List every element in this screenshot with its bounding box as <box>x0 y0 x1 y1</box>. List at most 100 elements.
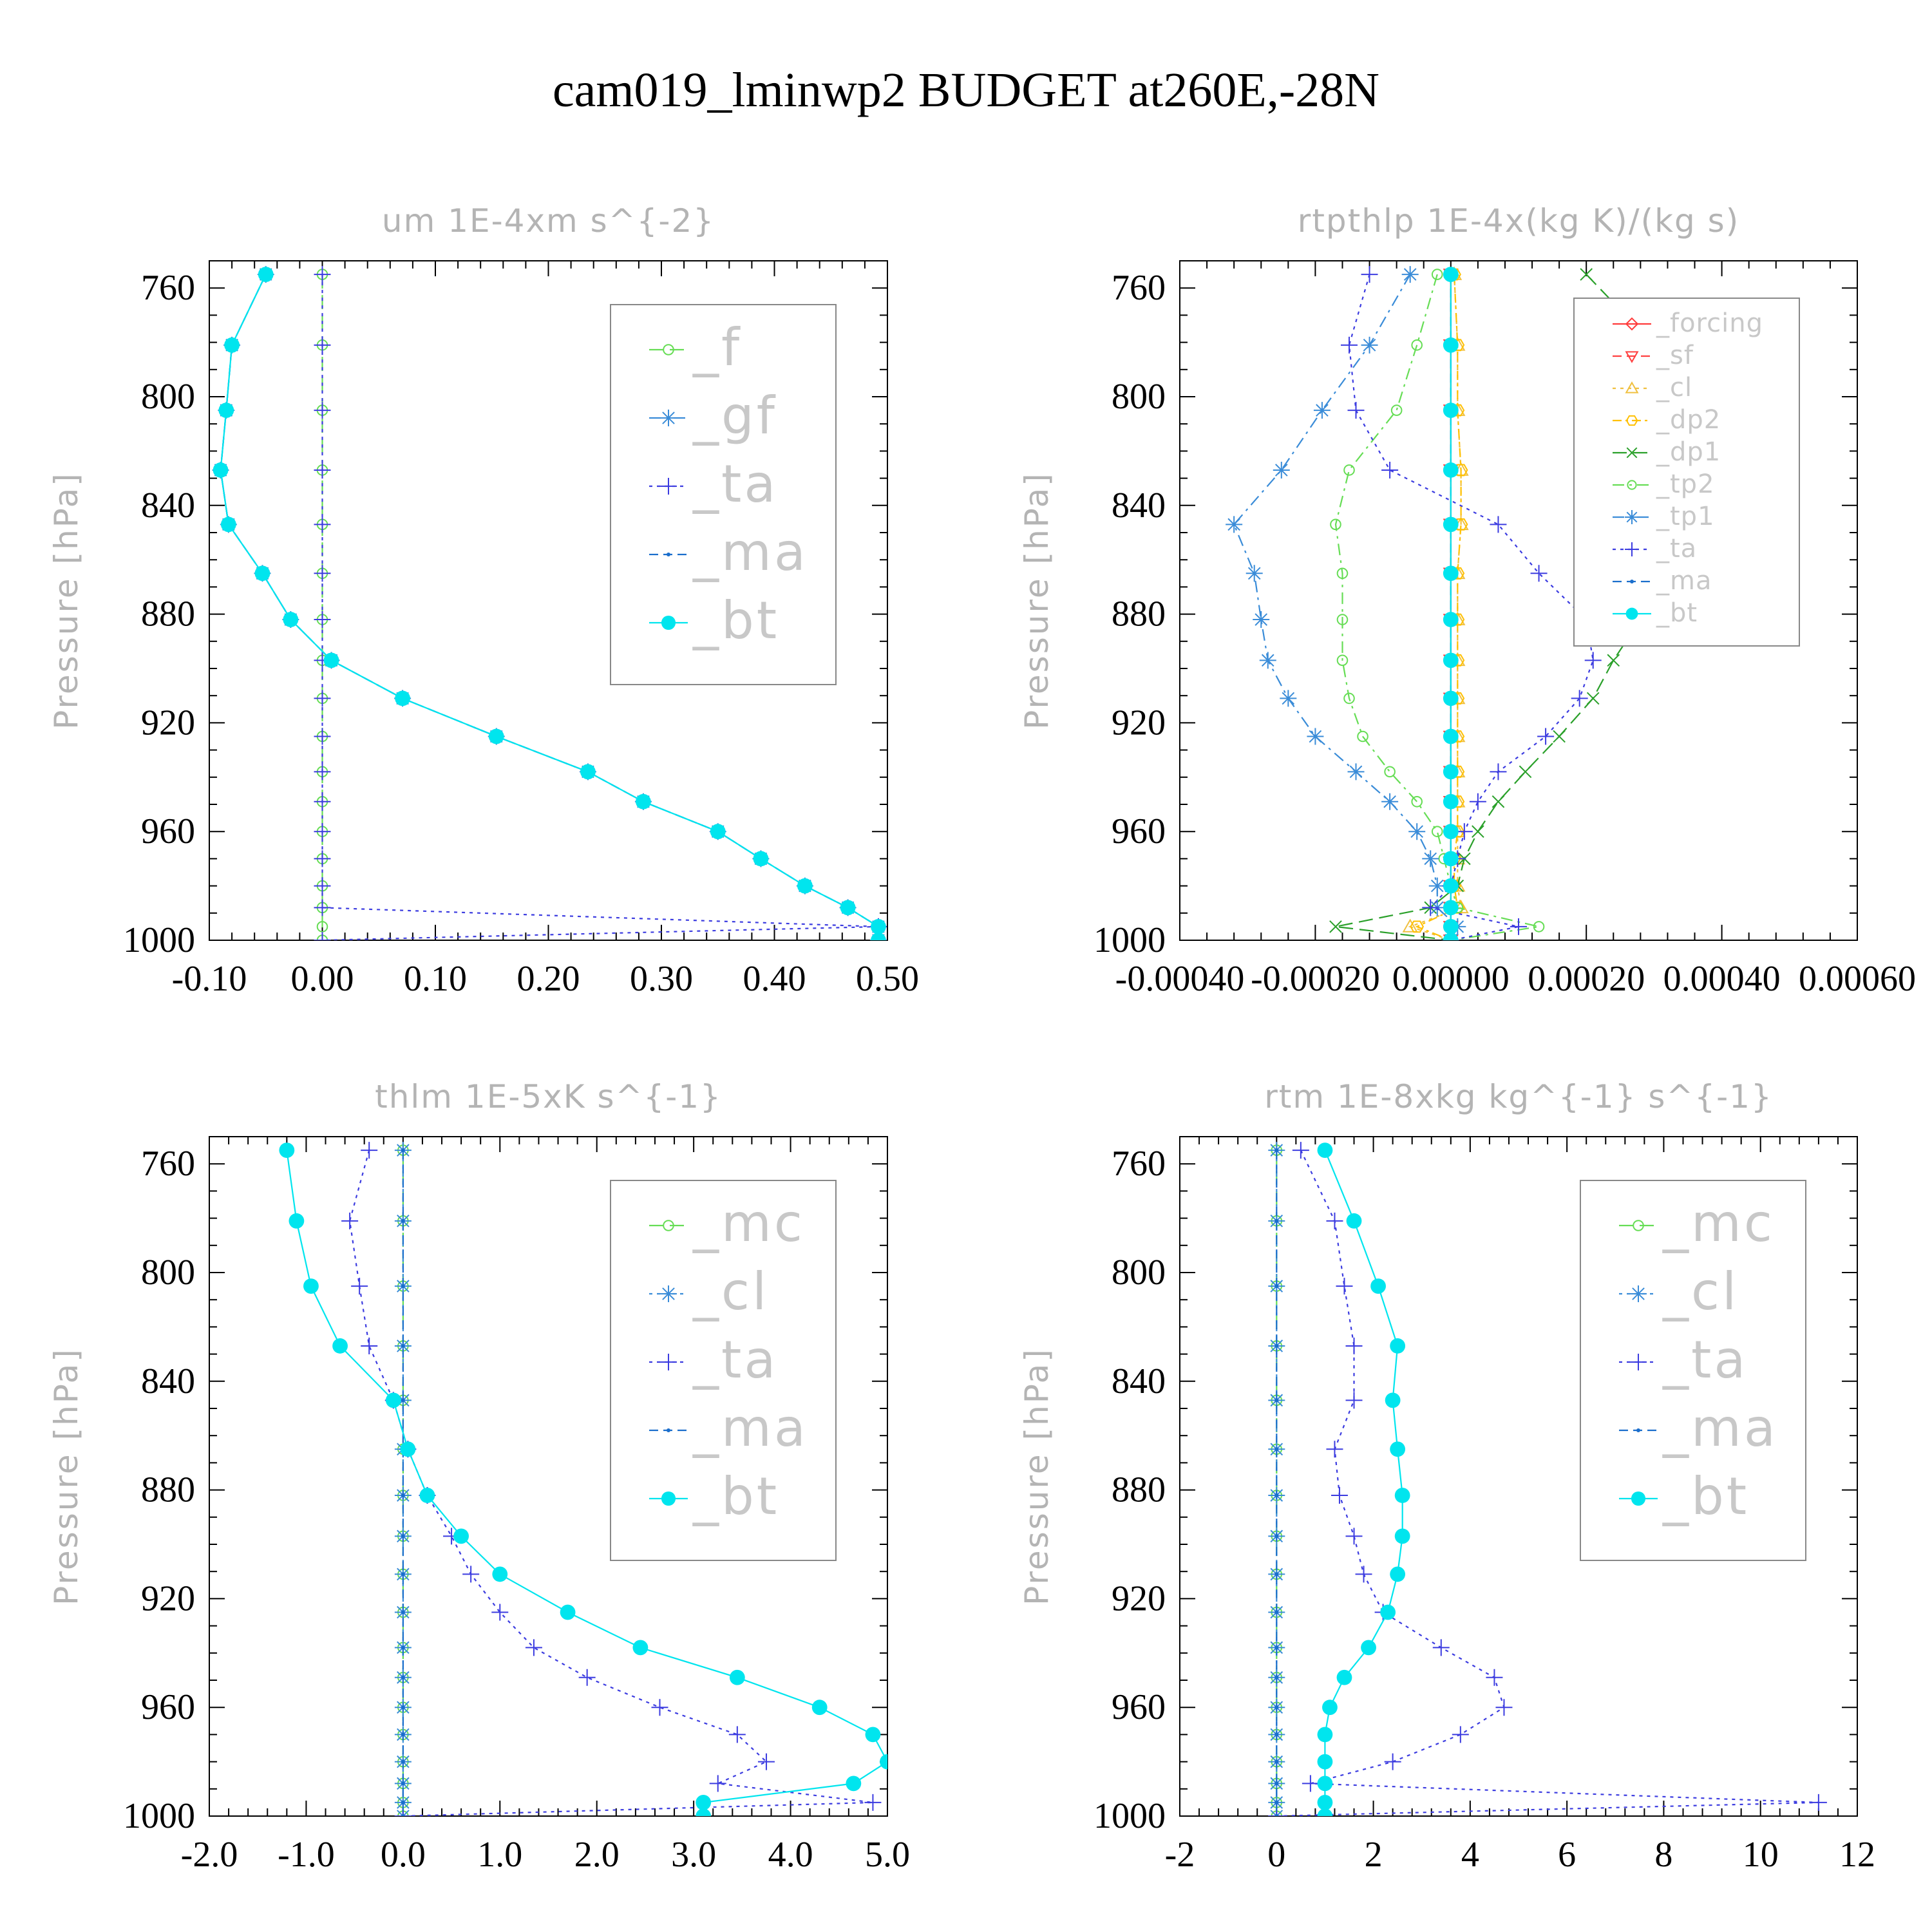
data-point <box>341 1212 359 1229</box>
data-point <box>1259 652 1276 669</box>
data-point <box>401 1572 405 1577</box>
data-point <box>1580 268 1593 281</box>
data-point <box>1361 1640 1376 1656</box>
data-point <box>1443 919 1459 934</box>
legend-item: _ta <box>1613 534 1696 564</box>
data-point <box>1274 1447 1279 1452</box>
legend-box <box>1580 1180 1806 1561</box>
series-bt <box>1443 267 1459 940</box>
x-tick-label: 12 <box>1839 1835 1875 1875</box>
legend-label: _ma <box>692 522 808 582</box>
data-point <box>314 336 331 354</box>
data-point <box>1385 1392 1401 1408</box>
data-point <box>314 728 331 745</box>
data-point <box>1343 692 1355 705</box>
data-point <box>401 1814 405 1816</box>
data-point <box>1492 795 1505 808</box>
y-tick-label: 920 <box>141 1578 195 1618</box>
x-tick-label: 4.0 <box>768 1835 813 1875</box>
data-point <box>1370 1278 1386 1294</box>
data-point <box>1274 1610 1279 1615</box>
figure-title: cam019_lminwp2 BUDGET at260E,-28N <box>553 63 1379 117</box>
data-point <box>453 1528 469 1544</box>
data-point <box>651 1699 668 1716</box>
data-point <box>1381 461 1399 478</box>
legend-item: _mc <box>1619 1193 1772 1253</box>
data-point <box>1336 1278 1353 1295</box>
x-tick-label: 2 <box>1365 1835 1383 1875</box>
data-point <box>1443 565 1459 582</box>
x-tick-label: 0.00000 <box>1392 959 1510 999</box>
data-point <box>1571 690 1588 707</box>
data-point <box>1345 1528 1363 1545</box>
legend-label: _bt <box>692 591 779 650</box>
chart-panel-4: rtm 1E-8xkg kg^{-1} s^{-1} Pressure [hPa]… <box>1018 1078 1875 1875</box>
data-point <box>1431 269 1443 280</box>
data-point <box>401 1148 405 1153</box>
data-point <box>846 1776 862 1792</box>
data-point <box>1519 765 1532 779</box>
data-point <box>1274 1493 1279 1498</box>
data-point <box>1355 1566 1372 1583</box>
data-point <box>1490 516 1507 533</box>
data-point <box>1390 1566 1406 1582</box>
legend-marker <box>1626 447 1638 459</box>
data-point <box>224 337 240 353</box>
data-point <box>1274 1675 1279 1680</box>
legend-label: _f <box>692 317 742 377</box>
data-point <box>797 878 813 894</box>
x-tick-label: 0 <box>1267 1835 1285 1875</box>
data-point <box>1330 518 1341 531</box>
data-point <box>401 1218 405 1223</box>
data-point <box>1495 1699 1513 1716</box>
data-point <box>710 824 726 840</box>
legend-marker <box>1625 415 1638 426</box>
data-point <box>1443 516 1459 533</box>
data-point <box>1443 728 1459 744</box>
series-bt <box>279 1142 887 1816</box>
data-point <box>314 516 331 533</box>
data-point <box>1317 1754 1333 1770</box>
data-point <box>314 611 331 629</box>
data-point <box>1274 1705 1279 1710</box>
data-point <box>1428 877 1446 895</box>
y-axis-label: Pressure [hPa] <box>1018 471 1056 730</box>
data-point <box>258 267 274 282</box>
data-point <box>279 1142 295 1158</box>
data-point <box>1586 692 1600 705</box>
legend-label: _ma <box>1662 1398 1778 1458</box>
panel-title: rtm 1E-8xkg kg^{-1} s^{-1} <box>1264 1078 1773 1115</box>
data-point <box>289 1213 305 1229</box>
data-point <box>401 1705 405 1710</box>
data-point <box>488 728 504 744</box>
legend-label: _tp1 <box>1656 502 1715 531</box>
legend-item: _dp2 <box>1613 405 1721 435</box>
data-point <box>314 899 331 916</box>
data-point <box>361 1337 378 1354</box>
y-tick-label: 800 <box>141 1253 195 1293</box>
series-dp2 <box>1410 268 1468 940</box>
data-point <box>1553 730 1566 743</box>
legend-box <box>610 304 837 685</box>
data-point <box>1452 1726 1469 1743</box>
data-point <box>462 1566 480 1583</box>
y-tick-label: 960 <box>141 1687 195 1727</box>
x-tick-label: 4 <box>1461 1835 1479 1875</box>
legend-marker <box>1631 1491 1646 1506</box>
panel-title: thlm 1E-5xK s^{-1} <box>375 1078 722 1115</box>
data-point <box>1329 920 1342 933</box>
data-point <box>1317 1776 1333 1792</box>
legend-marker <box>1633 1220 1644 1231</box>
data-point <box>1394 1488 1410 1503</box>
legend-marker <box>1625 381 1639 393</box>
legend-item: _gf <box>649 386 775 446</box>
data-point <box>1307 728 1324 745</box>
data-point <box>1336 567 1349 580</box>
panels: um 1E-4xm s^{-2}Pressure [hPa]7608008408… <box>48 202 1916 1875</box>
data-point <box>303 1278 319 1294</box>
data-point <box>401 1398 405 1403</box>
series-tp2 <box>1330 269 1545 940</box>
data-point <box>283 612 299 627</box>
data-point <box>1533 921 1545 933</box>
legend-label: _dp2 <box>1656 405 1721 435</box>
